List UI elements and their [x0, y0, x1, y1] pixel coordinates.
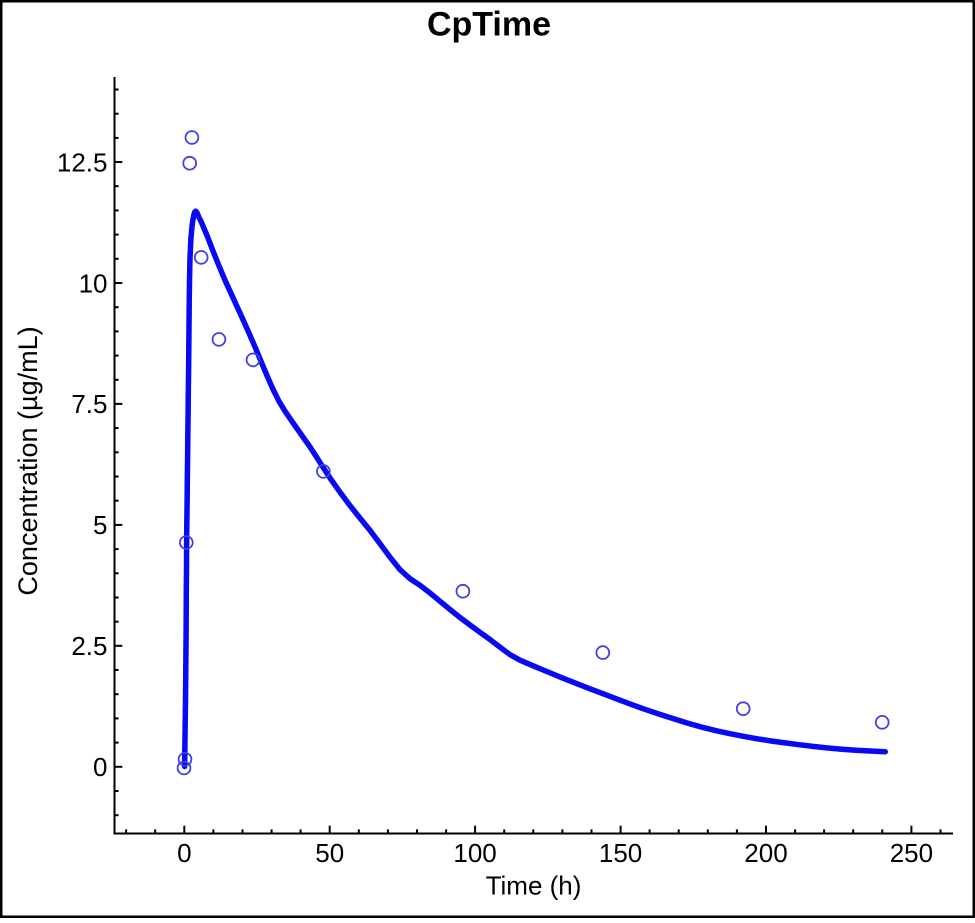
svg-text:2.5: 2.5 — [71, 631, 107, 661]
svg-text:CpTime: CpTime — [427, 6, 551, 44]
svg-text:0: 0 — [93, 752, 107, 782]
svg-text:0: 0 — [177, 838, 191, 868]
svg-text:Time (h): Time (h) — [486, 871, 582, 901]
svg-text:250: 250 — [890, 838, 933, 868]
svg-text:5: 5 — [93, 510, 107, 540]
svg-text:12.5: 12.5 — [57, 147, 108, 177]
svg-text:50: 50 — [315, 838, 344, 868]
svg-text:100: 100 — [453, 838, 496, 868]
svg-text:150: 150 — [599, 838, 642, 868]
svg-text:200: 200 — [744, 838, 787, 868]
svg-text:7.5: 7.5 — [71, 389, 107, 419]
svg-text:Concentration (µg/mL): Concentration (µg/mL) — [13, 326, 43, 595]
svg-text:10: 10 — [79, 268, 108, 298]
